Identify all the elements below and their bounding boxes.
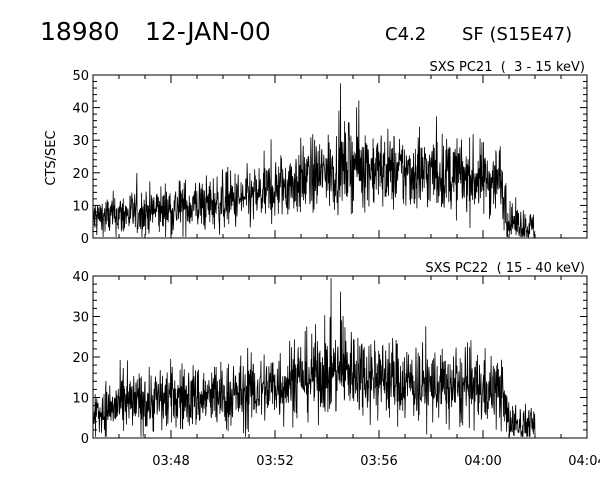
x-tick-label: 04:04	[568, 454, 600, 469]
panel-title-pc22: SXS PC22 ( 15 - 40 keV)	[425, 261, 585, 276]
x-tick-label: 03:52	[256, 454, 293, 469]
y-ticks-pc22: 0 10 20 30 40	[72, 270, 587, 447]
x-ticks-pc21	[92, 75, 588, 238]
panel-pc21: SXS PC21 ( 3 - 15 keV) CTS/SEC 0 10 20 30 40…	[44, 60, 588, 247]
x-tick-label: 03:48	[152, 454, 189, 469]
y-tick-label: 0	[81, 232, 89, 247]
series-line-pc21	[92, 83, 536, 239]
flare-info: SF (S15E47)	[462, 24, 572, 45]
y-tick-label: 0	[81, 432, 89, 447]
event-date: 12-JAN-00	[145, 17, 271, 46]
y-tick-label: 10	[72, 199, 89, 214]
y-ticks-pc21: 0 10 20 30 40 50	[72, 69, 587, 247]
y-axis-label: CTS/SEC	[44, 130, 59, 185]
event-number: 18980	[40, 17, 120, 46]
y-tick-label: 40	[72, 102, 89, 117]
panel-title-pc21: SXS PC21 ( 3 - 15 keV)	[429, 60, 585, 75]
x-tick-label: 03:56	[360, 454, 397, 469]
y-tick-label: 30	[72, 311, 89, 326]
series-line-pc22	[92, 278, 536, 437]
plot-frame-pc21	[92, 74, 588, 239]
y-tick-label: 30	[72, 134, 89, 149]
y-tick-label: 50	[72, 69, 89, 84]
y-tick-label: 40	[72, 270, 89, 285]
x-tick-label: 04:00	[464, 454, 501, 469]
x-ticks-pc22: 03:48 03:52 03:56 04:00 04:04	[92, 276, 600, 469]
goes-class: C4.2	[385, 24, 426, 45]
y-tick-label: 10	[72, 392, 89, 407]
y-tick-label: 20	[72, 351, 89, 366]
y-tick-label: 20	[72, 167, 89, 182]
